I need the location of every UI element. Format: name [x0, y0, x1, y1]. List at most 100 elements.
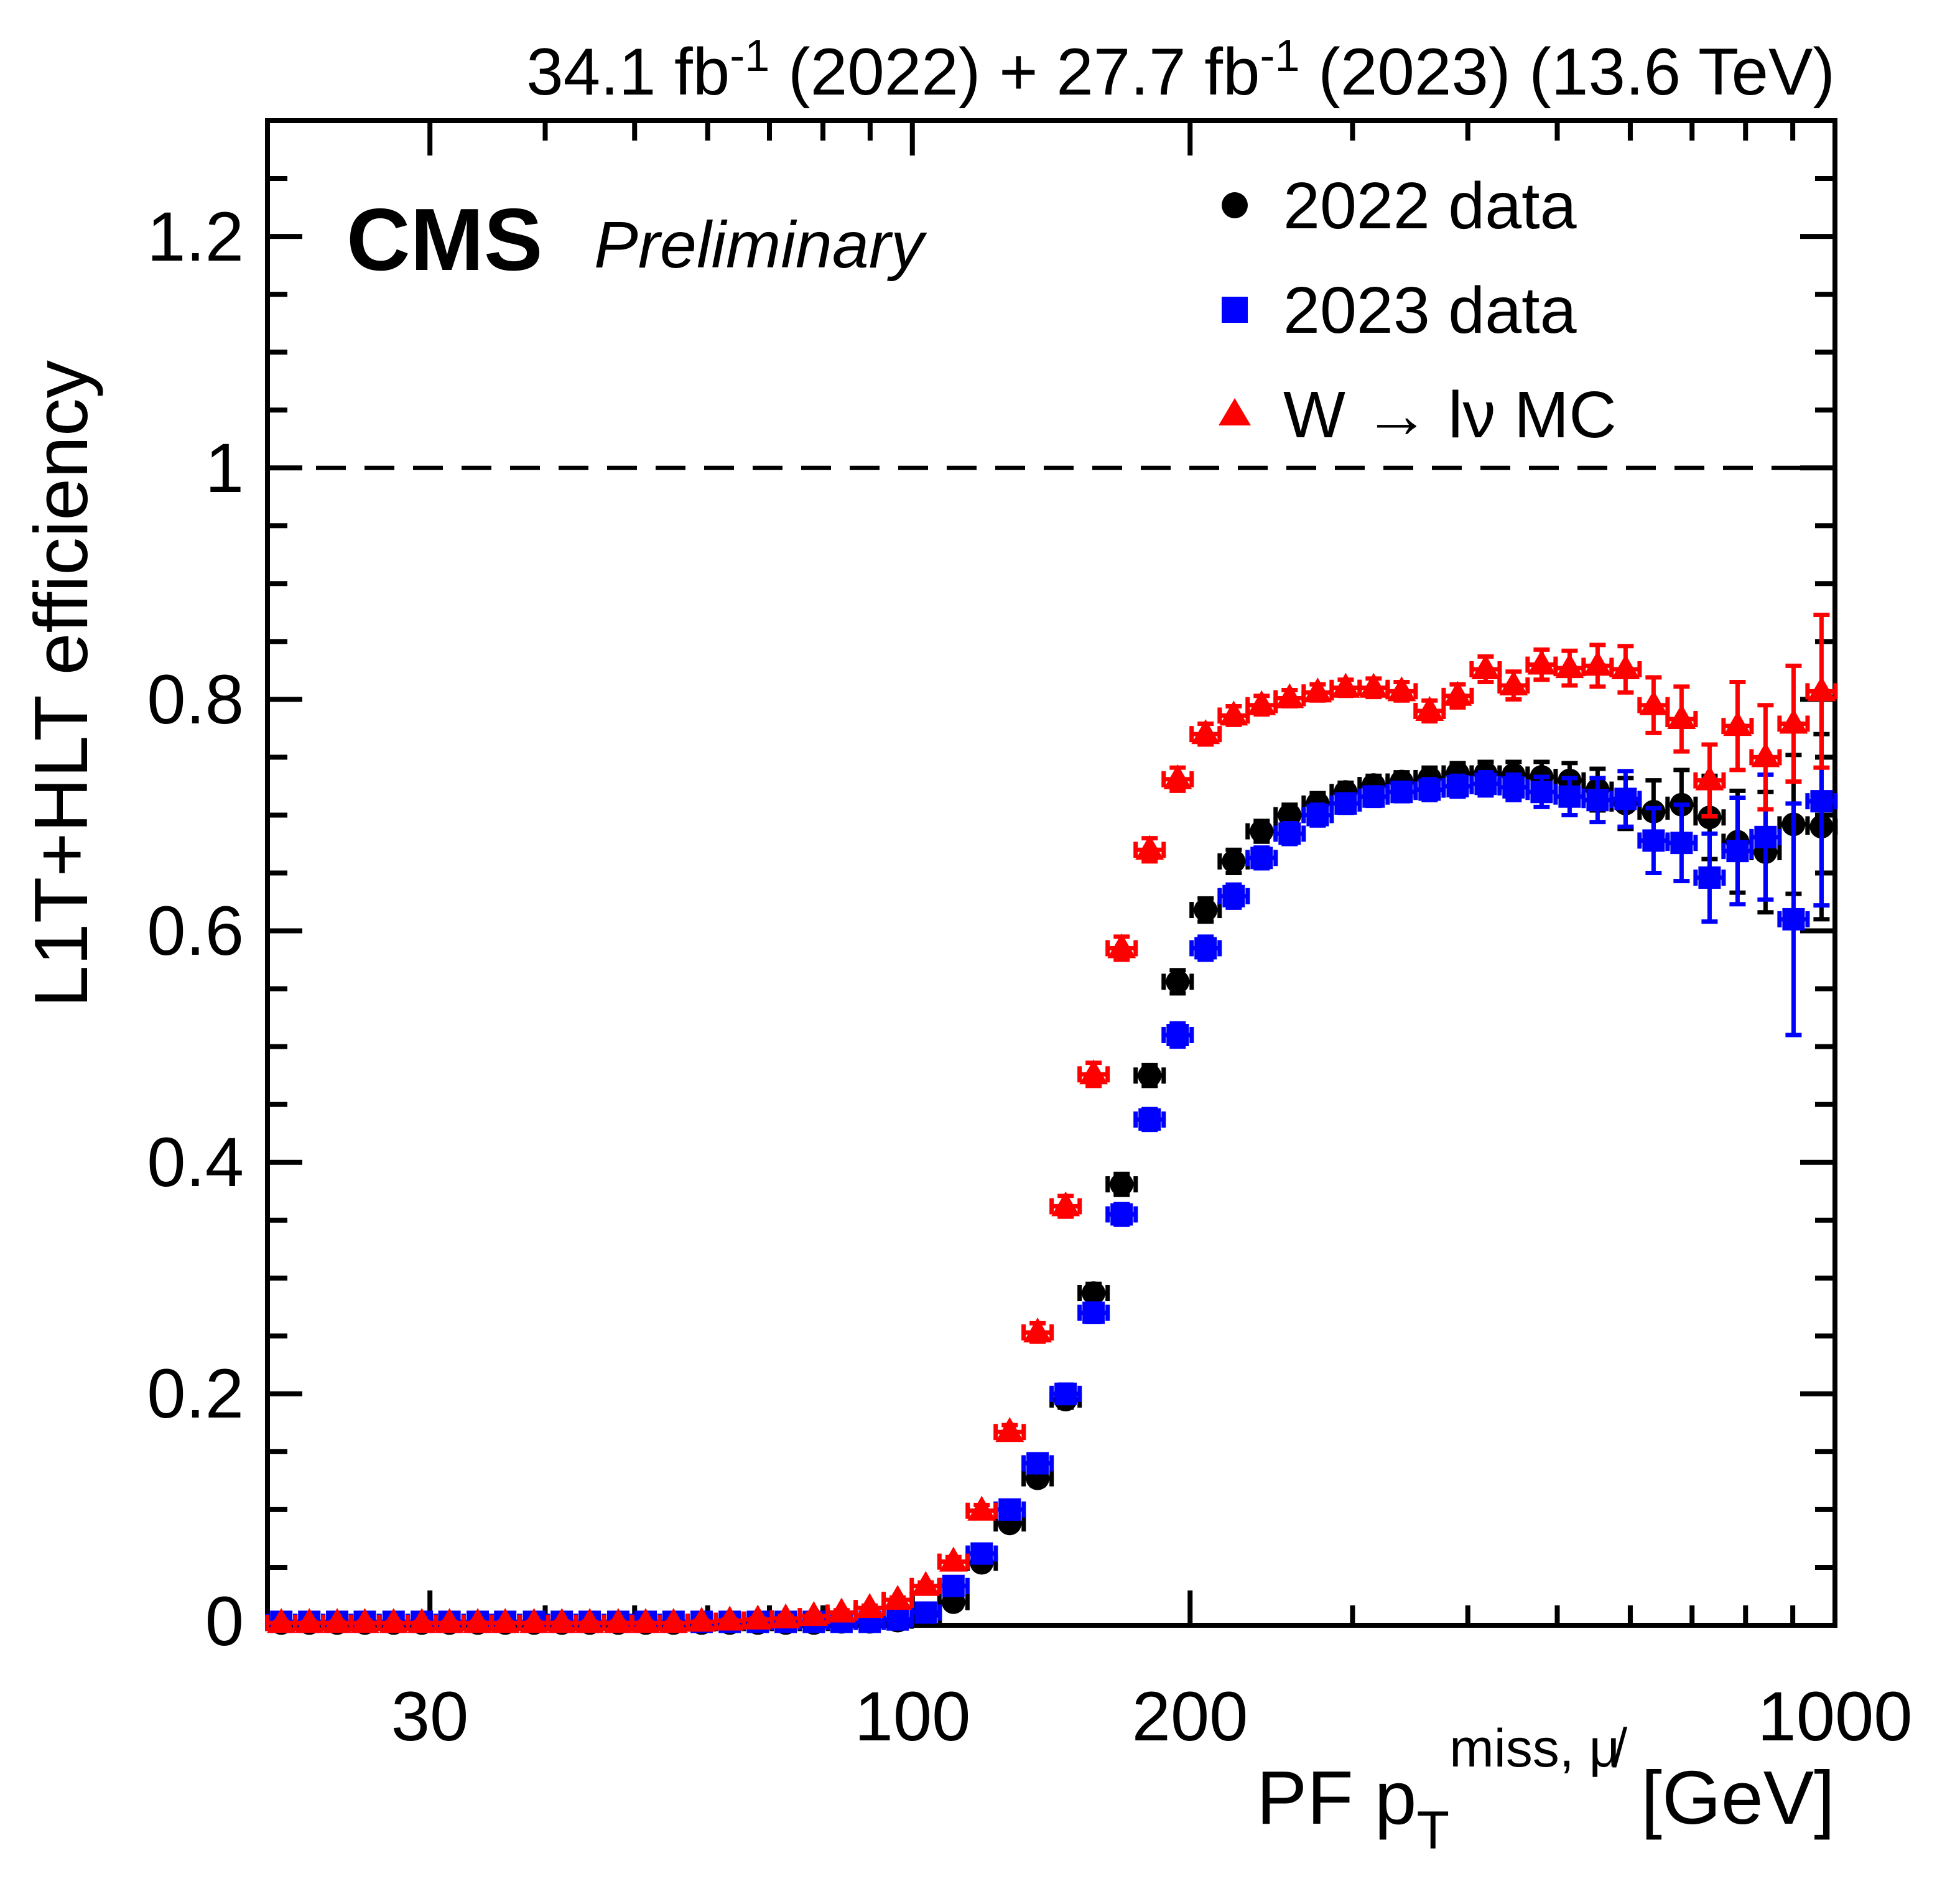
data-point-marker-triangle — [1051, 1191, 1080, 1217]
data-point-marker-triangle — [491, 1608, 520, 1633]
data-point-marker-square — [1754, 825, 1777, 848]
legend: 2022 data 2023 data W → lν MC — [1219, 169, 1617, 452]
data-point-marker-square — [1390, 781, 1413, 804]
data-point-marker-triangle — [1387, 676, 1416, 702]
data-point-marker-triangle — [1163, 764, 1192, 789]
data-point-marker-square — [1670, 832, 1693, 855]
data-point-marker-triangle — [379, 1608, 408, 1633]
data-point-marker-circle — [1194, 898, 1218, 922]
data-point-marker-square — [1530, 781, 1553, 804]
data-point-marker-triangle — [995, 1417, 1024, 1442]
data-point-marker-triangle — [350, 1608, 379, 1633]
data-point-marker-triangle — [1695, 765, 1724, 791]
legend-item-w-lnu-mc: W → lν MC — [1219, 378, 1617, 452]
data-point-marker-square — [1446, 774, 1469, 797]
data-point-marker-triangle — [1023, 1317, 1052, 1343]
y-tick-label-1: 1 — [205, 429, 244, 507]
data-point-marker-circle — [1110, 1172, 1134, 1197]
data-point-marker-square — [1026, 1452, 1049, 1475]
data-point-marker-triangle — [1191, 719, 1220, 745]
y-tick-label-0p6: 0.6 — [147, 892, 244, 970]
data-point-marker-triangle — [1219, 700, 1248, 726]
x-tick-label-100: 100 — [855, 1678, 971, 1755]
data-point-marker-square — [1810, 790, 1833, 813]
data-point-marker-triangle — [799, 1601, 829, 1627]
data-point-marker-triangle — [1527, 649, 1556, 675]
x-tick-label-200: 200 — [1132, 1678, 1248, 1755]
data-point-marker-triangle — [1611, 654, 1640, 680]
preliminary-label: Preliminary — [594, 208, 927, 282]
data-point-marker-square — [886, 1608, 909, 1631]
data-point-marker-triangle — [967, 1495, 996, 1521]
legend-item-2023-data: 2023 data — [1222, 274, 1577, 347]
x-tick-label-30: 30 — [391, 1678, 469, 1755]
data-point-marker-triangle — [911, 1571, 941, 1596]
y-tick-label-0p2: 0.2 — [147, 1355, 244, 1432]
data-point-marker-square — [1418, 778, 1441, 801]
legend-label-mc: W → lν MC — [1283, 378, 1617, 452]
data-point-marker-square — [1110, 1203, 1133, 1226]
data-point-marker-triangle — [1247, 690, 1276, 715]
data-point-marker-square — [1362, 785, 1385, 808]
data-point-marker-square — [1782, 908, 1805, 931]
y-axis-title: L1T+HLT efficiency — [19, 360, 103, 1008]
data-point-marker-square — [1250, 847, 1273, 870]
data-point-marker-triangle — [1807, 676, 1836, 702]
data-point-marker-square — [1054, 1382, 1077, 1405]
legend-label-2022: 2022 data — [1283, 169, 1577, 243]
y-tick-label-0p8: 0.8 — [147, 661, 244, 738]
data-point-marker-triangle — [1331, 672, 1360, 698]
data-point-marker-square — [1278, 822, 1301, 845]
y-tick-label-0: 0 — [205, 1582, 244, 1660]
data-point-marker-triangle — [323, 1608, 352, 1633]
data-point-marker-square — [1194, 937, 1217, 960]
data-point-marker-triangle — [1443, 680, 1472, 706]
data-point-marker-triangle — [771, 1603, 801, 1628]
data-point-marker-triangle — [1555, 653, 1584, 679]
data-point-marker-square — [998, 1498, 1021, 1521]
x-axis-title: PF pTmiss, μ̸ [GeV] — [1256, 1719, 1835, 1860]
data-point-marker-triangle — [827, 1597, 856, 1623]
data-point-marker-triangle — [1723, 711, 1752, 736]
data-point-marker-triangle — [519, 1608, 549, 1633]
data-point-marker-square — [1138, 1108, 1161, 1131]
data-point-marker-circle — [1222, 849, 1246, 873]
cms-label: CMS — [346, 190, 543, 289]
data-point-marker-triangle — [743, 1604, 773, 1630]
data-point-marker-triangle — [1639, 690, 1668, 715]
data-point-marker-triangle — [883, 1585, 913, 1610]
data-point-marker-triangle — [1359, 672, 1388, 698]
data-point-marker-square — [1726, 840, 1749, 863]
lumi-energy-title: 34.1 fb-1 (2022) + 27.7 fb-1 (2023) (13.… — [526, 31, 1835, 109]
data-point-marker-square — [1586, 789, 1609, 812]
data-point-marker-square — [1698, 866, 1721, 889]
data-series — [265, 613, 1838, 1635]
series-2023-data — [265, 695, 1838, 1633]
series-2022-data — [265, 731, 1838, 1635]
data-point-marker-triangle — [1107, 933, 1136, 959]
data-point-marker-circle — [1278, 803, 1302, 827]
data-point-marker-triangle — [1415, 695, 1444, 721]
legend-marker-square-icon — [1222, 297, 1248, 323]
data-point-marker-triangle — [1779, 708, 1808, 734]
data-point-marker-triangle — [463, 1608, 493, 1633]
data-point-marker-triangle — [855, 1593, 885, 1618]
series-w-lnu-mc — [265, 613, 1838, 1633]
data-point-marker-triangle — [687, 1607, 716, 1632]
data-point-marker-triangle — [1303, 677, 1332, 703]
data-point-marker-triangle — [659, 1608, 688, 1633]
data-point-marker-square — [1558, 785, 1581, 808]
data-point-marker-triangle — [603, 1608, 633, 1633]
data-point-marker-circle — [1138, 1064, 1162, 1088]
data-point-marker-triangle — [1667, 704, 1696, 730]
data-point-marker-square — [1642, 829, 1665, 852]
data-point-marker-triangle — [547, 1608, 577, 1633]
data-point-marker-square — [1222, 884, 1245, 908]
data-point-marker-triangle — [1583, 651, 1612, 676]
data-point-marker-square — [1082, 1301, 1105, 1324]
y-tick-label-1p2: 1.2 — [147, 198, 244, 276]
data-point-marker-square — [1334, 792, 1357, 815]
data-point-marker-triangle — [435, 1608, 464, 1633]
